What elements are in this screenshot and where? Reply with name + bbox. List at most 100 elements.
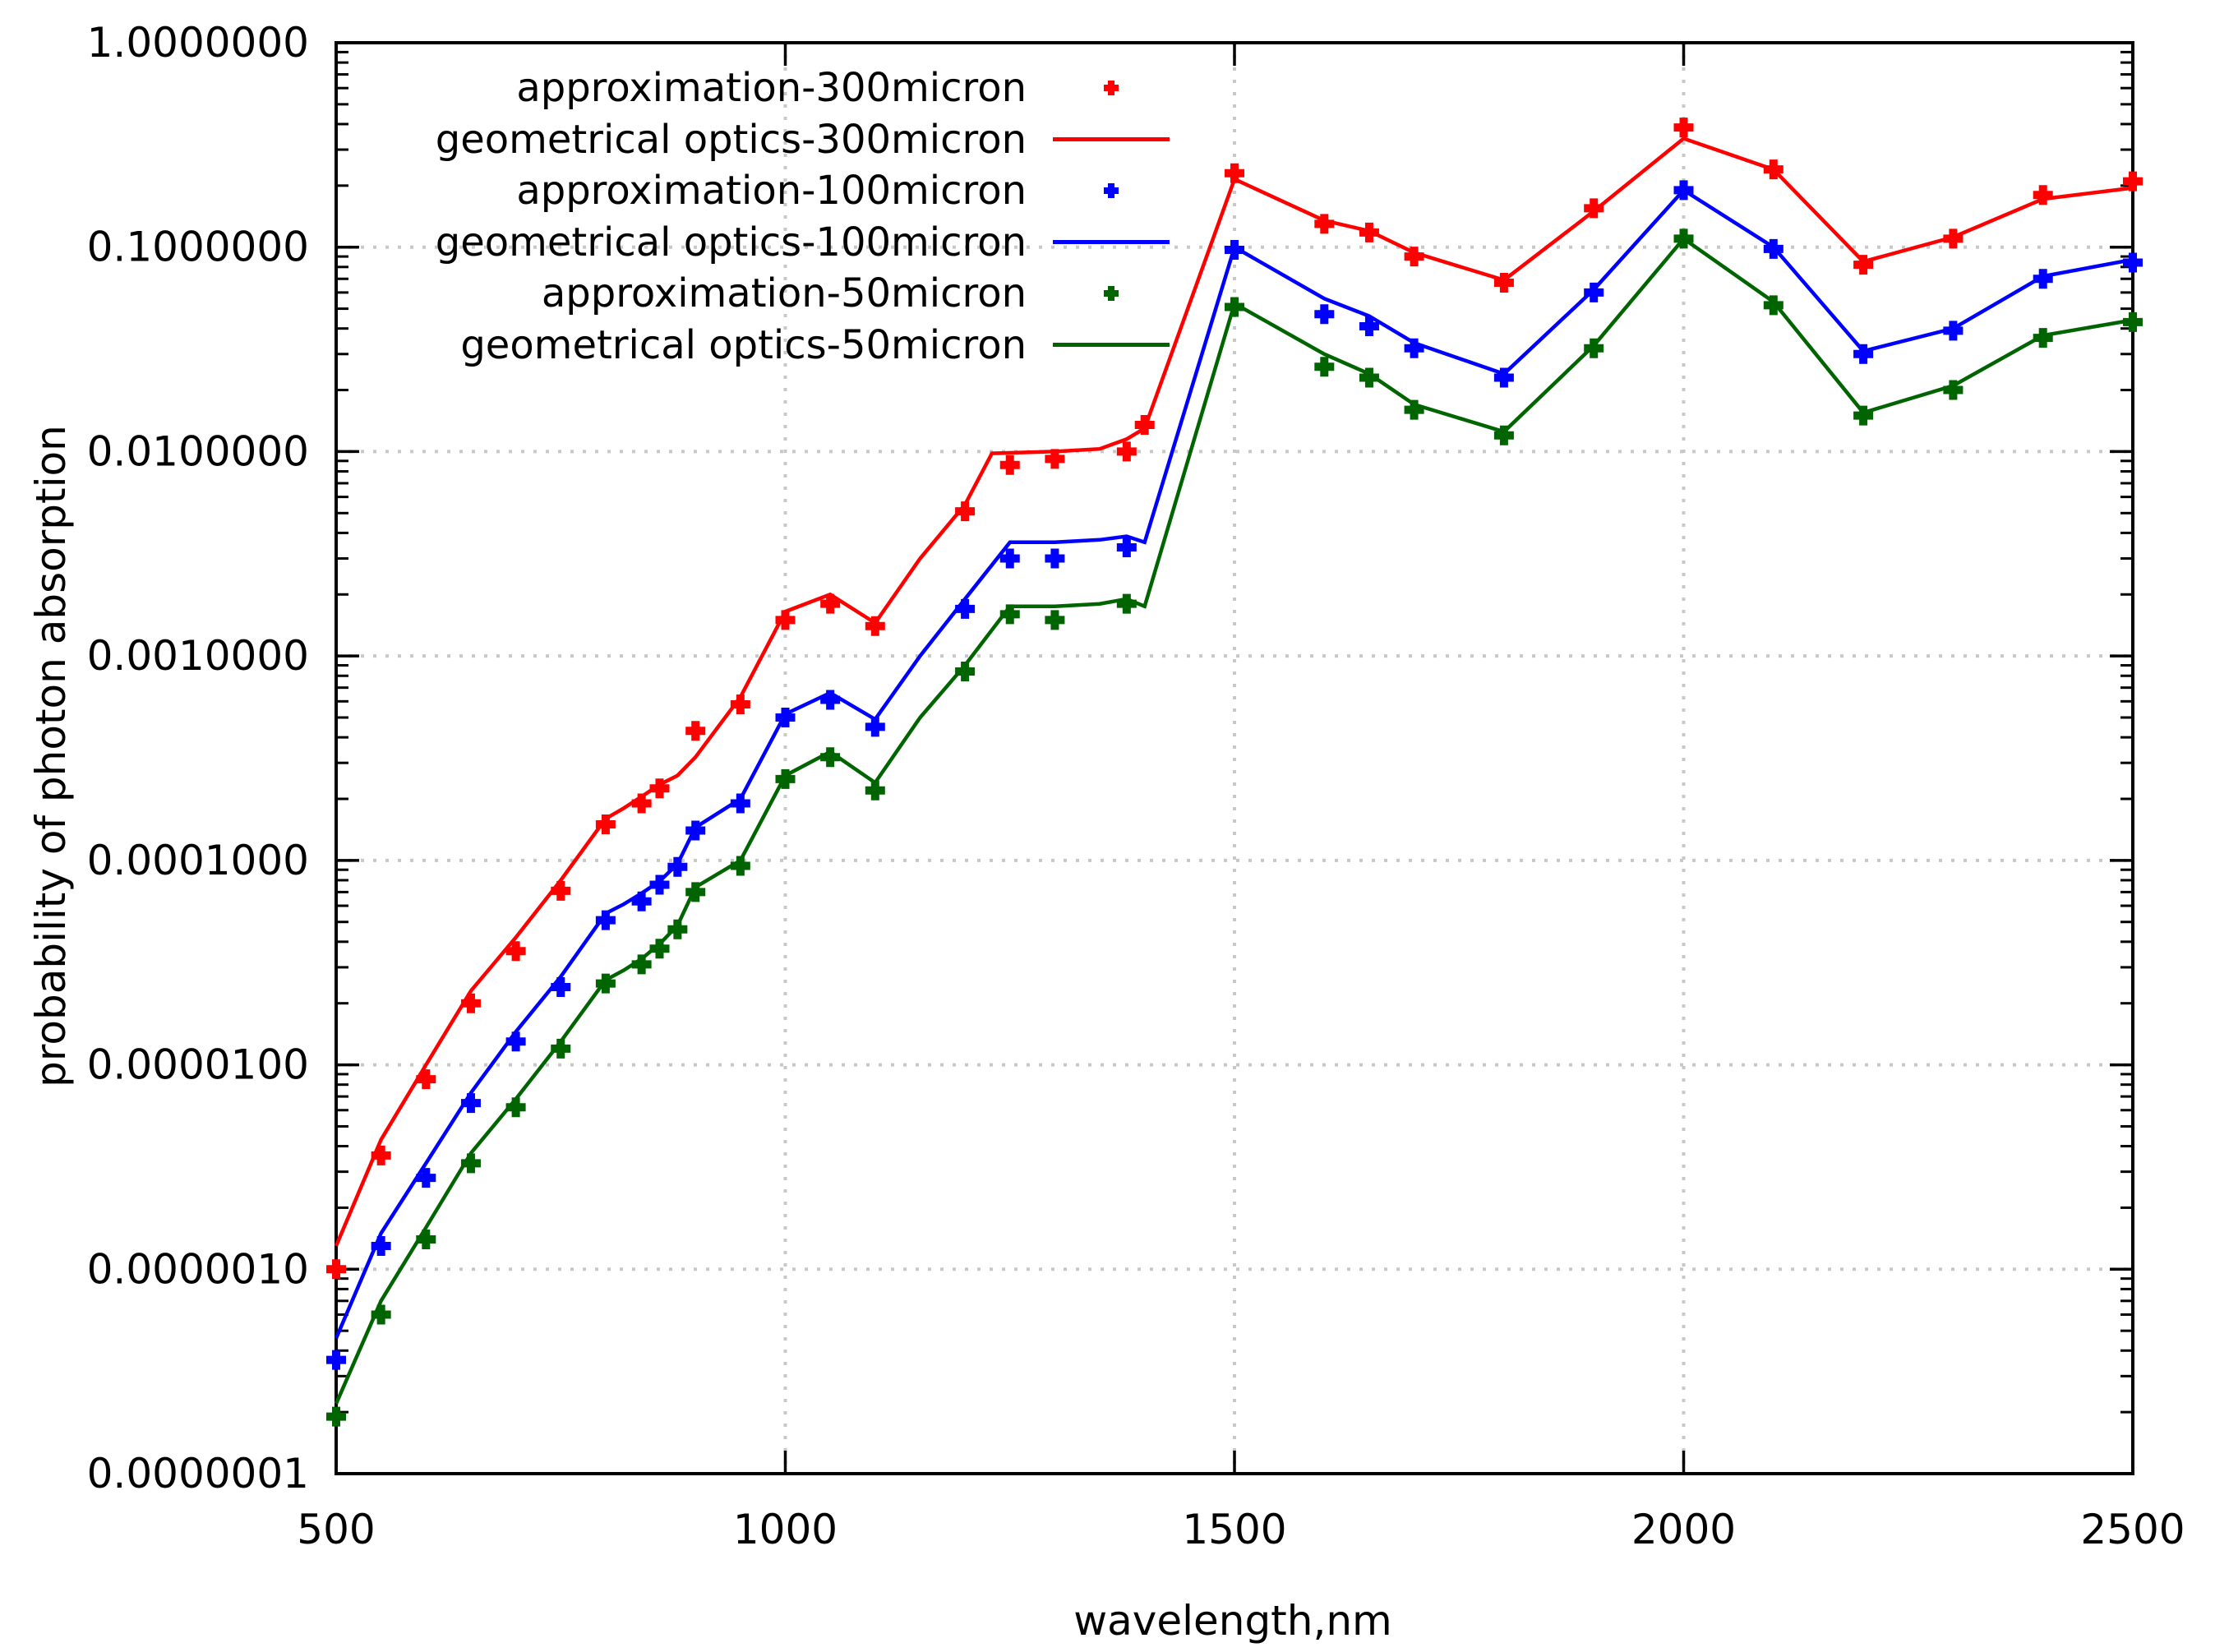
data-point-marker — [460, 1093, 481, 1114]
data-point-marker — [865, 616, 885, 636]
data-point-marker — [2033, 328, 2053, 348]
data-point-marker — [649, 778, 670, 799]
data-point-marker — [2033, 185, 2053, 205]
x-tick-label: 2000 — [1631, 1506, 1736, 1553]
x-axis-title: wavelength,nm — [1073, 1597, 1392, 1645]
data-point-marker — [685, 721, 706, 741]
y-tick-label: 0.0001000 — [87, 837, 309, 884]
data-point-marker — [2123, 311, 2143, 332]
data-point-marker — [1943, 380, 1964, 400]
data-point-marker — [505, 941, 526, 962]
legend: approximation-300micron geometrical optic… — [436, 62, 1173, 371]
y-tick-label: 0.0000100 — [87, 1041, 309, 1089]
data-point-marker — [1584, 282, 1604, 302]
data-point-marker — [551, 880, 571, 901]
series-points-approximation-50micron — [326, 228, 2143, 1427]
legend-row: geometrical optics-100micron — [436, 217, 1173, 269]
data-point-marker — [820, 593, 841, 614]
data-point-marker — [416, 1229, 436, 1249]
data-point-marker — [505, 1031, 526, 1052]
data-point-marker — [1134, 415, 1155, 436]
legend-label: approximation-300micron — [516, 65, 1027, 112]
data-point-marker — [775, 768, 796, 789]
legend-label: geometrical optics-50micron — [460, 321, 1027, 368]
data-point-marker — [1493, 425, 1514, 445]
data-point-marker — [1314, 357, 1335, 377]
data-point-marker — [1763, 238, 1784, 259]
data-point-marker — [730, 793, 750, 814]
y-tick-label: 1.0000000 — [87, 19, 309, 67]
legend-row: geometrical optics-300micron — [436, 114, 1173, 166]
legend-line-swatch — [1050, 320, 1173, 371]
data-point-marker — [1225, 240, 1244, 261]
legend-point-swatch — [1050, 165, 1173, 217]
data-point-marker — [1404, 399, 1424, 420]
data-point-marker — [1359, 316, 1379, 337]
x-tick-label: 1500 — [1182, 1506, 1286, 1553]
data-point-marker — [649, 939, 670, 959]
legend-row: geometrical optics-50micron — [436, 320, 1173, 371]
data-point-marker — [631, 954, 652, 975]
data-point-marker — [505, 1097, 526, 1118]
series-points-approximation-100micron — [326, 180, 2143, 1370]
data-point-marker — [551, 1038, 571, 1059]
data-point-marker — [685, 882, 706, 902]
data-point-marker — [1045, 610, 1065, 630]
data-point-marker — [460, 993, 481, 1013]
data-point-marker — [1493, 272, 1514, 293]
data-point-marker — [667, 856, 688, 877]
legend-line-swatch — [1050, 217, 1173, 269]
data-point-marker — [775, 610, 796, 630]
data-point-marker — [1314, 214, 1335, 234]
point-sample-icon — [1104, 286, 1119, 302]
y-tick-label: 0.0010000 — [87, 632, 309, 680]
data-point-marker — [326, 1350, 346, 1370]
data-point-marker — [649, 874, 670, 895]
line-sample-icon — [1053, 240, 1170, 245]
data-point-marker — [595, 973, 616, 994]
data-point-marker — [371, 1235, 391, 1256]
data-point-marker — [1404, 338, 1424, 358]
data-point-marker — [820, 747, 841, 768]
data-point-marker — [1673, 228, 1694, 249]
legend-line-swatch — [1050, 114, 1173, 166]
legend-label: approximation-50micron — [541, 270, 1027, 317]
legend-point-swatch — [1050, 62, 1173, 114]
legend-row: approximation-50micron — [436, 268, 1173, 320]
data-point-marker — [1045, 548, 1065, 569]
data-point-marker — [1225, 297, 1244, 317]
y-tick-label: 0.0000001 — [87, 1450, 309, 1497]
data-point-marker — [685, 820, 706, 841]
point-sample-icon — [1104, 183, 1119, 199]
data-point-marker — [2123, 252, 2143, 273]
data-point-marker — [1853, 344, 1874, 364]
point-sample-icon — [1104, 81, 1119, 96]
series-line-geometrical-optics-100micron — [334, 187, 2134, 1340]
data-point-marker — [631, 891, 652, 911]
line-sample-icon — [1053, 343, 1170, 348]
data-point-marker — [1493, 367, 1514, 388]
data-point-marker — [416, 1168, 436, 1188]
plot-frame — [335, 41, 2134, 1475]
data-point-marker — [1359, 222, 1379, 242]
data-point-marker — [865, 780, 885, 801]
data-point-marker — [730, 694, 750, 714]
data-point-marker — [1584, 198, 1604, 219]
data-point-marker — [371, 1145, 391, 1165]
data-point-marker — [667, 919, 688, 939]
data-point-marker — [460, 1153, 481, 1174]
legend-label: geometrical optics-300micron — [435, 116, 1027, 163]
data-point-marker — [730, 856, 750, 876]
legend-label: geometrical optics-100micron — [435, 219, 1027, 265]
data-point-marker — [326, 1406, 346, 1427]
data-point-marker — [1116, 441, 1137, 462]
data-point-marker — [551, 977, 571, 998]
y-tick-label: 0.0100000 — [87, 427, 309, 475]
data-point-marker — [1404, 247, 1424, 267]
data-point-marker — [416, 1069, 436, 1090]
legend-label: approximation-100micron — [516, 168, 1027, 215]
data-point-marker — [1763, 295, 1784, 316]
data-point-marker — [1116, 593, 1137, 614]
